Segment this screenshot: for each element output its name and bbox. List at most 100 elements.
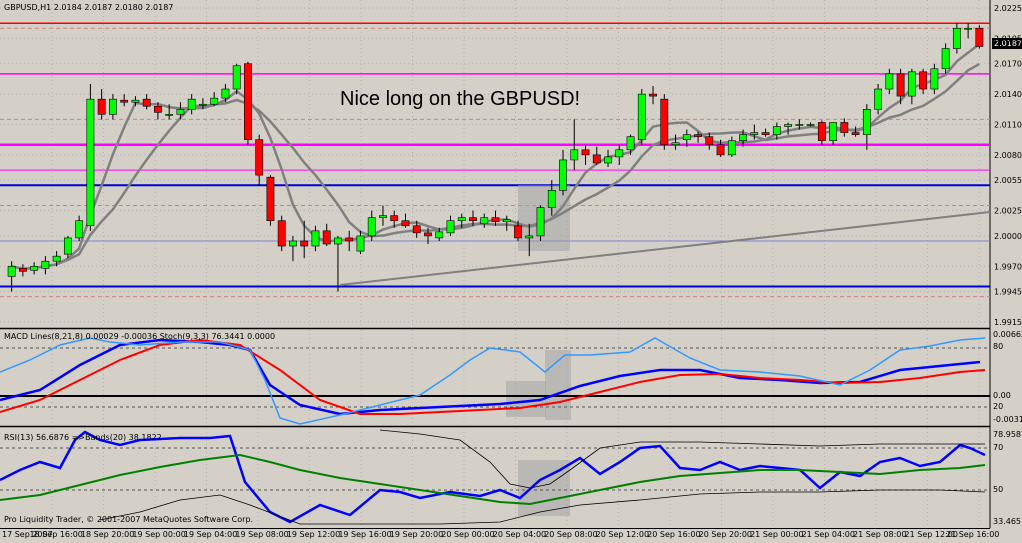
candle-body[interactable] [615,149,624,158]
candle-body[interactable] [649,93,657,97]
candle-body[interactable] [694,134,702,137]
rsi-panel[interactable] [0,428,990,528]
candle-body[interactable] [975,27,984,47]
candle-body[interactable] [266,176,275,222]
candle-body[interactable] [896,73,905,97]
candle-body[interactable] [41,260,50,269]
candle-body[interactable] [817,122,826,141]
candle-body[interactable] [547,190,556,208]
candle-body[interactable] [176,108,185,115]
candle-body[interactable] [885,73,894,90]
candle-body[interactable] [311,230,320,247]
price-axis-label: 2.0110 [994,120,1022,129]
candle-body[interactable] [964,27,973,30]
candle-body[interactable] [491,217,500,223]
candle-body[interactable] [806,124,815,126]
candle-body[interactable] [660,98,669,146]
candle-body[interactable] [682,134,691,140]
candle-body[interactable] [637,93,646,140]
candle-body[interactable] [750,132,759,135]
candle-body[interactable] [705,136,714,146]
candle-body[interactable] [210,97,219,105]
candle-body[interactable] [18,268,27,272]
candle-body[interactable] [52,255,61,262]
candle-body[interactable] [784,124,792,127]
candle-body[interactable] [851,132,860,135]
candle-body[interactable] [772,126,781,135]
candle-body[interactable] [401,220,410,227]
candle-body[interactable] [570,149,579,161]
indicator-lines [0,337,990,525]
candle-body[interactable] [142,98,151,107]
candle-body[interactable] [514,225,522,239]
candle-body[interactable] [930,68,939,90]
trendline[interactable] [339,211,991,286]
candle-body[interactable] [356,235,365,252]
candle-body[interactable] [367,217,376,237]
candle-body[interactable] [7,265,16,277]
candle-body[interactable] [840,122,849,133]
candle-body[interactable] [244,63,252,140]
candle-body[interactable] [165,114,174,116]
candle-body[interactable] [232,65,241,90]
candle-body[interactable] [277,220,286,247]
time-axis-label: 18 Sep 20:00 [81,530,134,539]
candle-body[interactable] [716,144,725,156]
candle-body[interactable] [525,235,534,239]
candle-body[interactable] [862,108,871,135]
candle-body[interactable] [334,237,342,245]
candle-body[interactable] [919,71,928,90]
candle-body[interactable] [154,105,162,113]
candle-body[interactable] [536,207,545,237]
price-panel[interactable] [0,0,990,328]
time-axis-label: 19 Sep 20:00 [390,530,443,539]
candle-body[interactable] [795,124,804,126]
candle-body[interactable] [187,98,196,110]
candle-body[interactable] [109,98,117,115]
candle-body[interactable] [480,217,489,225]
candle-body[interactable] [97,98,106,115]
candle-body[interactable] [952,27,961,49]
price-axis-label: 1.9945 [994,288,1022,297]
candle-body[interactable] [345,237,354,242]
candle-body[interactable] [322,230,331,245]
candle-body[interactable] [390,215,399,222]
candle-body[interactable] [604,156,612,164]
candle-body[interactable] [829,122,837,141]
candle-body[interactable] [581,149,590,156]
candle-body[interactable] [131,99,140,103]
candle-body[interactable] [727,140,736,156]
candle-body[interactable] [86,98,95,227]
candle-body[interactable] [120,99,129,103]
candle-body[interactable] [300,240,309,247]
candle-body[interactable] [626,136,635,151]
candle-body[interactable] [457,217,466,222]
candle-body[interactable] [592,154,601,164]
candle-body[interactable] [255,139,264,176]
candle-body[interactable] [75,220,84,239]
candlesticks[interactable] [7,23,984,292]
horizontal-levels [0,22,990,298]
candle-body[interactable] [379,215,387,218]
candle-body[interactable] [63,237,72,255]
candle-body[interactable] [739,134,747,141]
candle-body[interactable] [289,240,297,247]
candle-body[interactable] [221,88,230,99]
candle-body[interactable] [30,265,39,271]
candle-body[interactable] [435,231,444,239]
candle-body[interactable] [424,232,432,237]
macd-axis-label: 80 [993,342,1003,351]
candle-body[interactable] [446,220,455,234]
candle-body[interactable] [941,48,950,70]
candle-body[interactable] [874,88,882,110]
candle-body[interactable] [199,103,207,106]
candle-body[interactable] [761,132,770,135]
candle-body[interactable] [502,219,511,223]
candle-body[interactable] [412,225,421,234]
candle-body[interactable] [671,142,680,146]
macd-fast-line [0,338,981,416]
candle-body[interactable] [559,159,567,191]
candle-body[interactable] [469,217,477,222]
candle-body[interactable] [907,71,916,97]
